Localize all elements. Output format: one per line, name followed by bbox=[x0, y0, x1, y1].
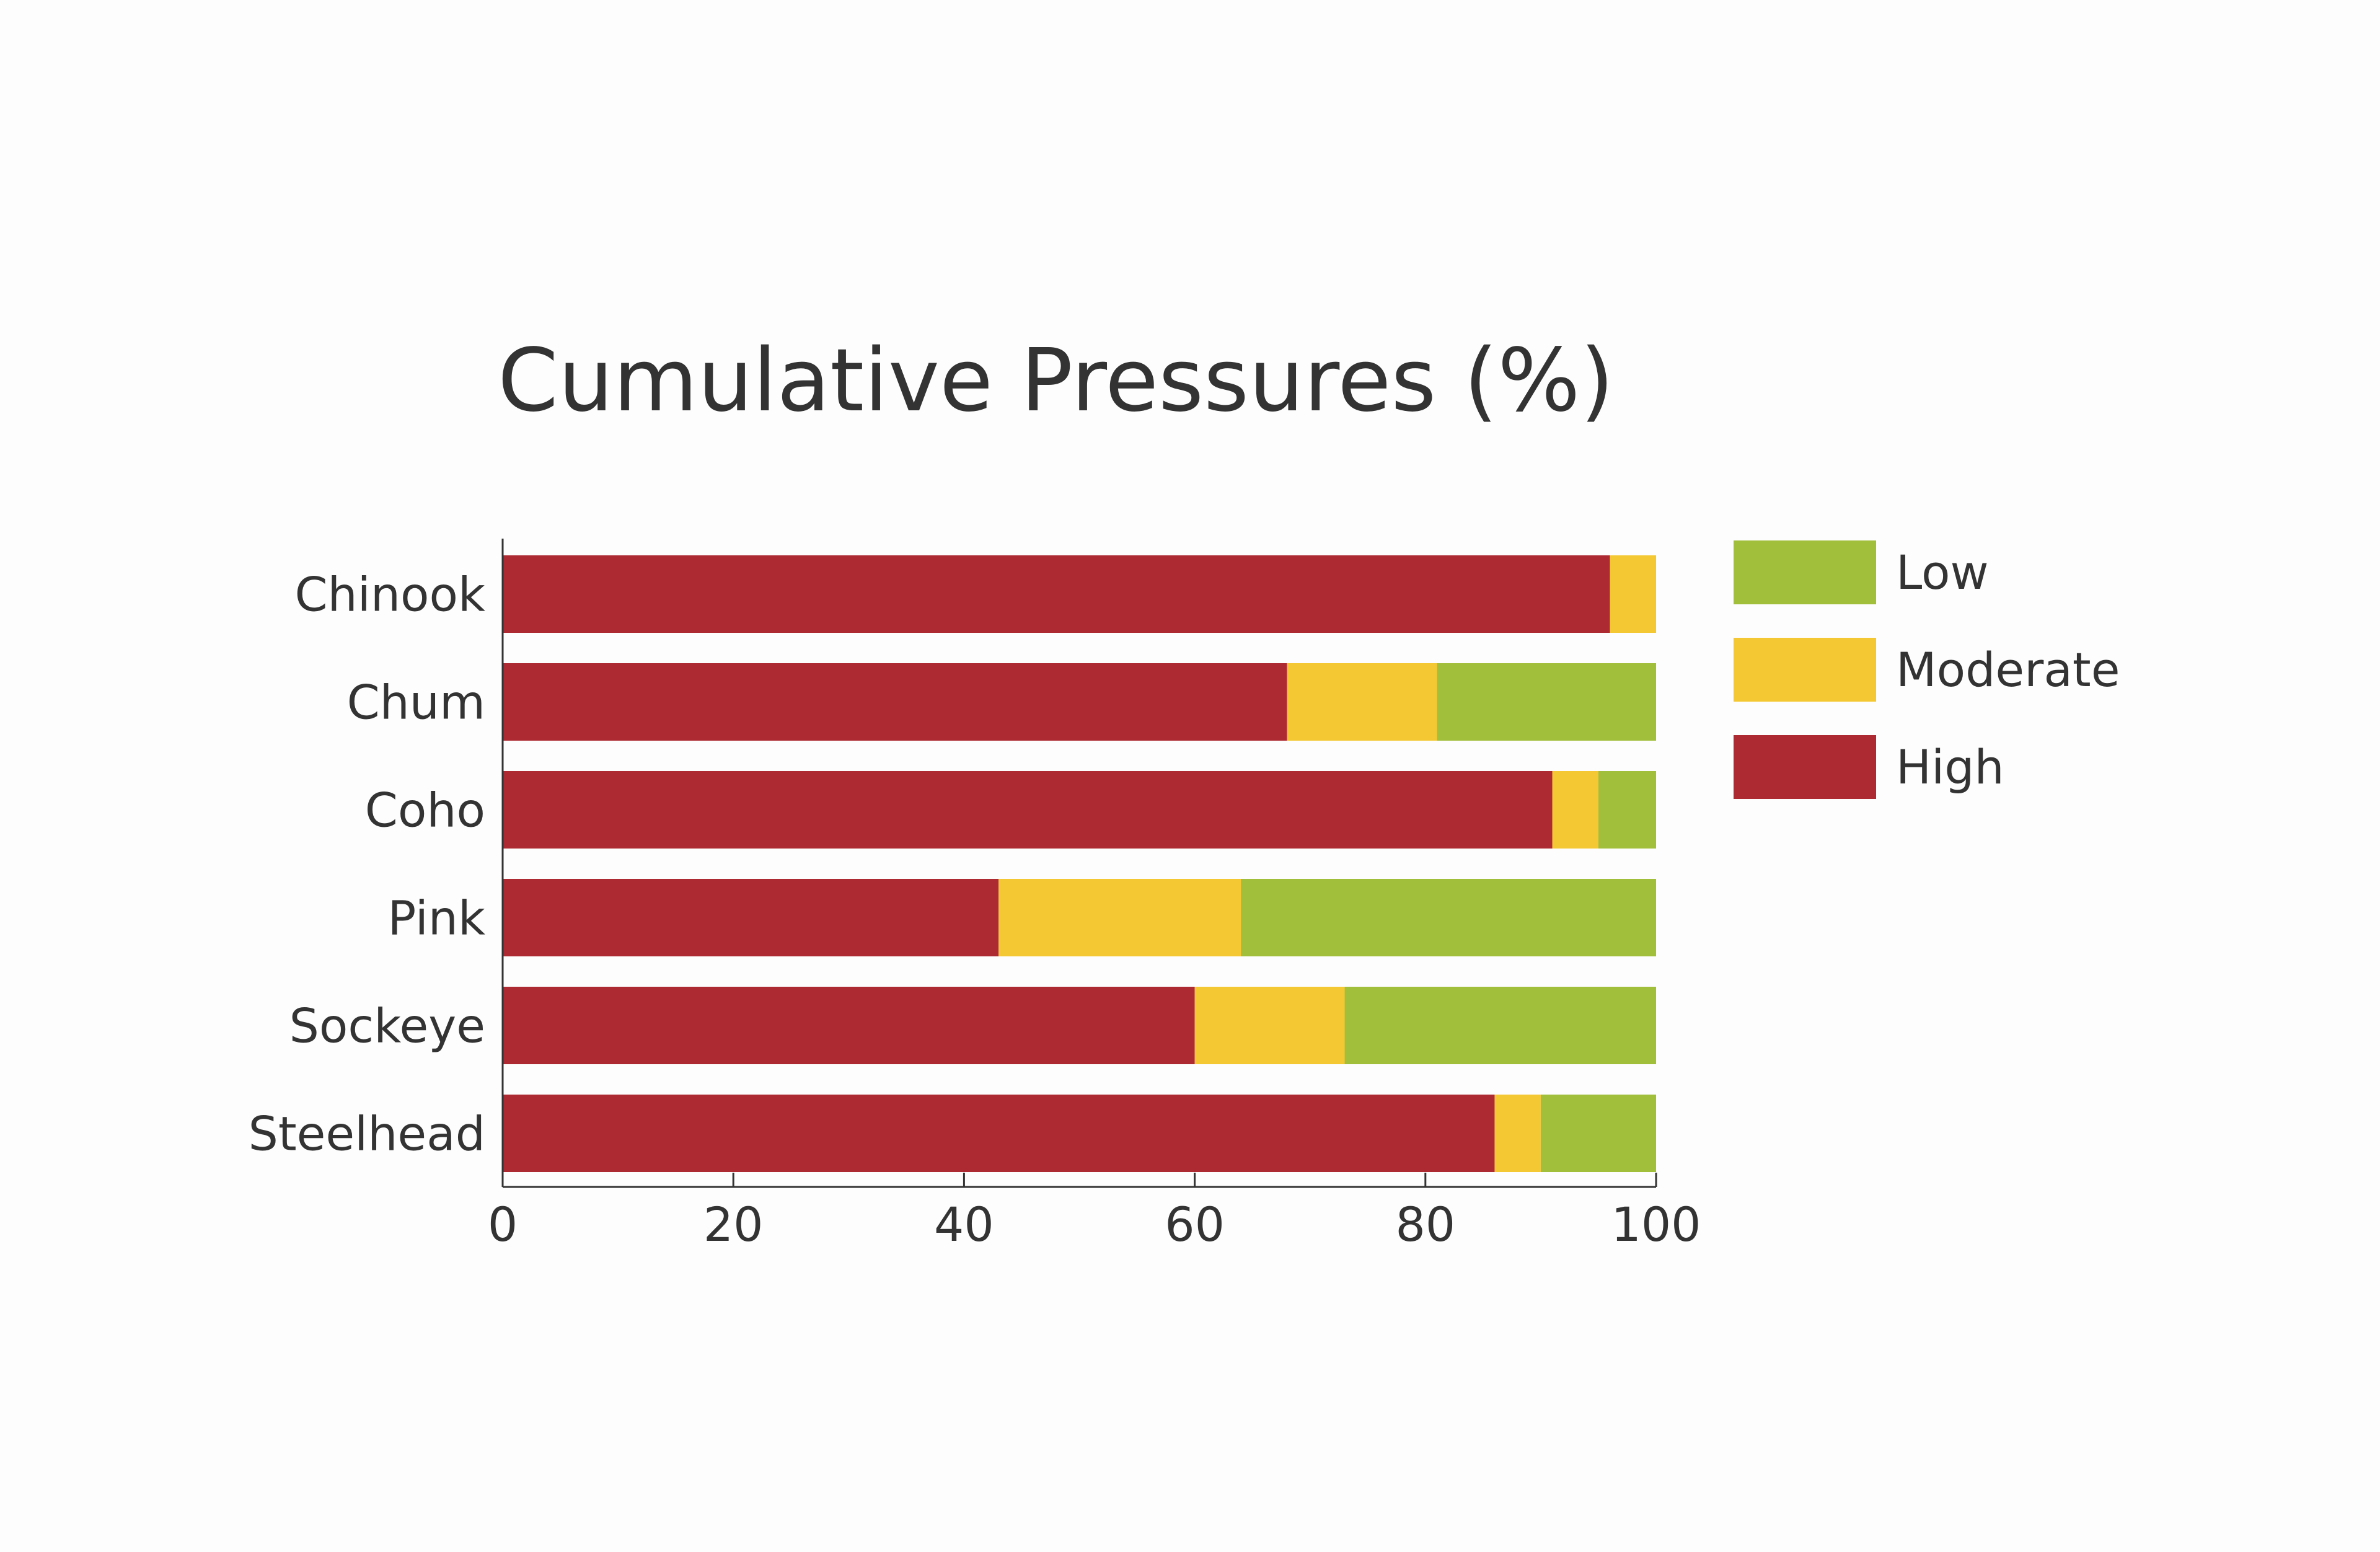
bar-pink-high bbox=[503, 879, 999, 956]
category-labels: Chinook Chum Coho Pink Sockeye Steelhead bbox=[249, 567, 485, 1162]
x-tick-label: 20 bbox=[703, 1197, 764, 1252]
bar-sockeye-moderate bbox=[1194, 987, 1345, 1064]
legend-swatch-high bbox=[1734, 735, 1876, 799]
category-label: Steelhead bbox=[249, 1106, 485, 1162]
legend-label-moderate: Moderate bbox=[1896, 642, 2120, 697]
category-label: Pink bbox=[388, 891, 485, 946]
bar-chum-high bbox=[503, 663, 1287, 741]
legend: Low Moderate High bbox=[1734, 540, 2120, 799]
legend-label-high: High bbox=[1896, 739, 2004, 795]
x-tick-label: 40 bbox=[934, 1197, 994, 1252]
x-tick-label: 80 bbox=[1395, 1197, 1455, 1252]
bar-steelhead-low bbox=[1540, 1095, 1656, 1172]
bar-coho-moderate bbox=[1552, 771, 1598, 849]
chart-title: Cumulative Pressures (%) bbox=[498, 330, 1614, 431]
bars-group bbox=[503, 555, 1656, 1172]
bar-steelhead-high bbox=[503, 1095, 1495, 1172]
x-axis-ticks: 0 20 40 60 80 100 bbox=[488, 1173, 1701, 1252]
category-label: Sockeye bbox=[289, 999, 485, 1054]
category-label: Coho bbox=[365, 783, 485, 838]
x-tick-label: 60 bbox=[1165, 1197, 1225, 1252]
bar-pink-moderate bbox=[998, 879, 1241, 956]
bar-coho-low bbox=[1598, 771, 1656, 849]
bar-chinook-moderate bbox=[1610, 555, 1656, 633]
bar-steelhead-moderate bbox=[1494, 1095, 1541, 1172]
legend-swatch-moderate bbox=[1734, 638, 1876, 702]
bar-pink-low bbox=[1241, 879, 1656, 956]
bar-coho-high bbox=[503, 771, 1553, 849]
x-tick-label: 100 bbox=[1611, 1197, 1701, 1252]
category-label: Chum bbox=[347, 675, 485, 730]
bar-sockeye-high bbox=[503, 987, 1195, 1064]
bar-sockeye-low bbox=[1344, 987, 1656, 1064]
legend-swatch-low bbox=[1734, 540, 1876, 604]
category-label: Chinook bbox=[294, 567, 485, 622]
bar-chum-moderate bbox=[1287, 663, 1437, 741]
bar-chinook-high bbox=[503, 555, 1610, 633]
legend-label-low: Low bbox=[1896, 545, 1989, 600]
x-tick-label: 0 bbox=[488, 1197, 518, 1252]
bar-chum-low bbox=[1437, 663, 1656, 741]
